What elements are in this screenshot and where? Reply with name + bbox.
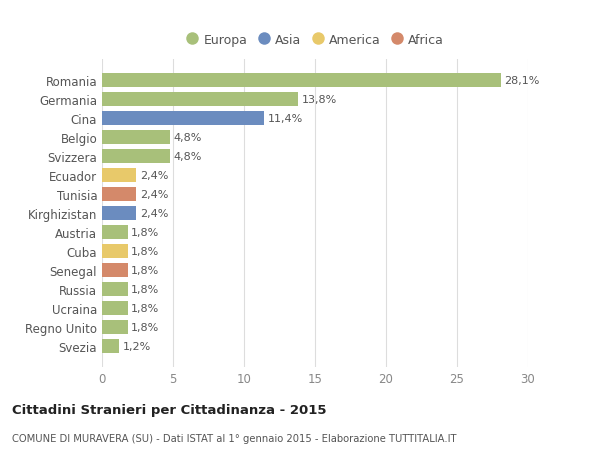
Text: 4,8%: 4,8% [174,151,202,162]
Text: 4,8%: 4,8% [174,133,202,142]
Bar [102,168,136,182]
Bar [102,225,128,239]
Bar [102,320,128,334]
Bar [102,207,136,220]
Text: 1,8%: 1,8% [131,228,160,237]
Bar [102,112,264,125]
Text: Cittadini Stranieri per Cittadinanza - 2015: Cittadini Stranieri per Cittadinanza - 2… [12,403,326,416]
Text: 1,8%: 1,8% [131,265,160,275]
Bar [102,150,170,163]
Text: 2,4%: 2,4% [140,190,168,199]
Text: 2,4%: 2,4% [140,208,168,218]
Text: 1,8%: 1,8% [131,303,160,313]
Bar [102,340,119,353]
Bar [102,283,128,296]
Bar [102,131,170,144]
Text: 1,2%: 1,2% [122,341,151,352]
Text: 1,8%: 1,8% [131,285,160,294]
Text: 28,1%: 28,1% [505,75,540,85]
Text: 2,4%: 2,4% [140,170,168,180]
Text: 1,8%: 1,8% [131,246,160,257]
Text: COMUNE DI MURAVERA (SU) - Dati ISTAT al 1° gennaio 2015 - Elaborazione TUTTITALI: COMUNE DI MURAVERA (SU) - Dati ISTAT al … [12,433,457,442]
Bar [102,302,128,315]
Text: 1,8%: 1,8% [131,322,160,332]
Bar [102,188,136,202]
Text: 13,8%: 13,8% [302,95,337,105]
Bar [102,245,128,258]
Bar [102,93,298,106]
Bar [102,263,128,277]
Text: 11,4%: 11,4% [268,113,302,123]
Bar [102,73,501,87]
Legend: Europa, Asia, America, Africa: Europa, Asia, America, Africa [181,29,449,52]
